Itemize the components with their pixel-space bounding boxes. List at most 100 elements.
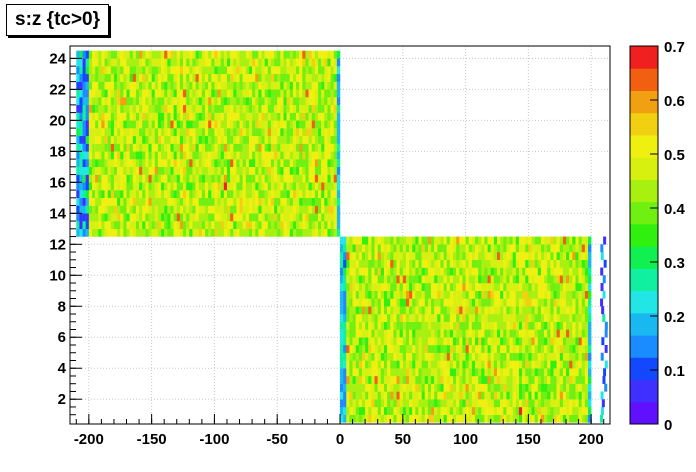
heatmap-cell [443,368,447,377]
heatmap-cell [76,104,80,113]
heatmap-cell [305,197,309,206]
heatmap-cell [380,259,385,268]
heatmap-cell [396,337,400,346]
heatmap-cell [280,213,284,222]
heatmap-cell [518,236,523,245]
heatmap-cell [211,104,215,113]
heatmap-cell [88,166,93,175]
heatmap-cell [465,375,469,384]
heatmap-cell [161,166,165,175]
heatmap-cell [151,205,155,214]
heatmap-cell [449,360,454,369]
heatmap-cell [135,213,140,222]
heatmap-cell [98,159,102,168]
heatmap-cell [544,321,548,330]
heatmap-cell [104,159,108,168]
heatmap-cell [377,314,382,322]
heatmap-cell [402,283,407,291]
heatmap-cell [534,290,538,299]
heatmap-cell [409,383,413,392]
heatmap-cell [415,375,419,384]
heatmap-cell [167,120,171,129]
heatmap-cell [512,259,517,268]
heatmap-cell [192,166,196,175]
heatmap-cell [327,228,331,237]
heatmap-cell [349,321,353,330]
heatmap-cell [484,290,488,299]
heatmap-cell [217,120,221,129]
heatmap-cell [104,73,108,82]
heatmap-cell [544,290,548,299]
heatmap-cell [85,174,90,183]
heatmap-cell [358,399,363,408]
heatmap-cell [129,73,133,82]
heatmap-cell [500,306,504,315]
heatmap-cell [437,259,441,268]
heatmap-cell [446,352,451,361]
heatmap-cell [343,267,347,276]
heatmap-cell [148,66,152,75]
heatmap-cell [195,221,199,230]
heatmap-cell [572,375,576,384]
heatmap-cell [446,375,451,384]
heatmap-cell [437,267,441,276]
heatmap-cell [113,135,118,144]
heatmap-cell [189,221,193,230]
heatmap-cell [286,66,290,75]
heatmap-cell [264,97,268,106]
heatmap-cell [186,221,190,230]
heatmap-cell [431,337,435,346]
heatmap-cell [528,375,532,384]
heatmap-cell [522,306,526,315]
heatmap-cell [274,135,278,144]
heatmap-cell [286,50,290,59]
heatmap-cell [104,143,108,152]
heatmap-cell [79,190,83,199]
heatmap-cell [107,205,112,214]
heatmap-cell [374,298,378,307]
heatmap-cell [424,383,429,392]
heatmap-cell [305,135,309,144]
heatmap-cell [374,399,378,408]
heatmap-cell [390,244,394,253]
heatmap-cell [588,321,592,330]
heatmap-cell [437,290,441,299]
heatmap-cell [365,259,369,268]
heatmap-cell [544,368,548,377]
heatmap-cell [471,306,476,315]
heatmap-cell [405,306,410,315]
heatmap-cell [242,89,247,98]
heatmap-cell [456,360,460,369]
heatmap-cell [456,406,460,415]
heatmap-cell [157,213,162,222]
heatmap-cell [346,368,350,377]
heatmap-cell [123,50,127,59]
heatmap-cell [179,221,184,230]
heatmap-cell [245,73,250,82]
heatmap-cell [346,375,350,384]
heatmap-cell [487,375,491,384]
heatmap-cell [478,267,482,276]
heatmap-cell [431,236,435,245]
heatmap-cell [98,81,102,90]
heatmap-cell [129,197,133,206]
heatmap-cell [217,143,221,152]
heatmap-cell [85,112,90,121]
heatmap-cell [446,406,451,415]
heatmap-cell [465,360,469,369]
heatmap-cell [183,97,187,106]
heatmap-cell [534,414,538,423]
heatmap-cell [248,66,253,75]
heatmap-cell [393,368,397,377]
heatmap-cell [101,197,105,206]
heatmap-cell [167,197,171,206]
heatmap-cell [167,89,171,98]
heatmap-cell [387,275,391,284]
heatmap-cell [522,236,526,245]
heatmap-cell [431,360,435,369]
heatmap-cell [340,244,344,253]
heatmap-cell [387,252,391,260]
heatmap-cell [302,89,306,98]
heatmap-cell [380,352,385,361]
heatmap-cell [336,128,341,137]
